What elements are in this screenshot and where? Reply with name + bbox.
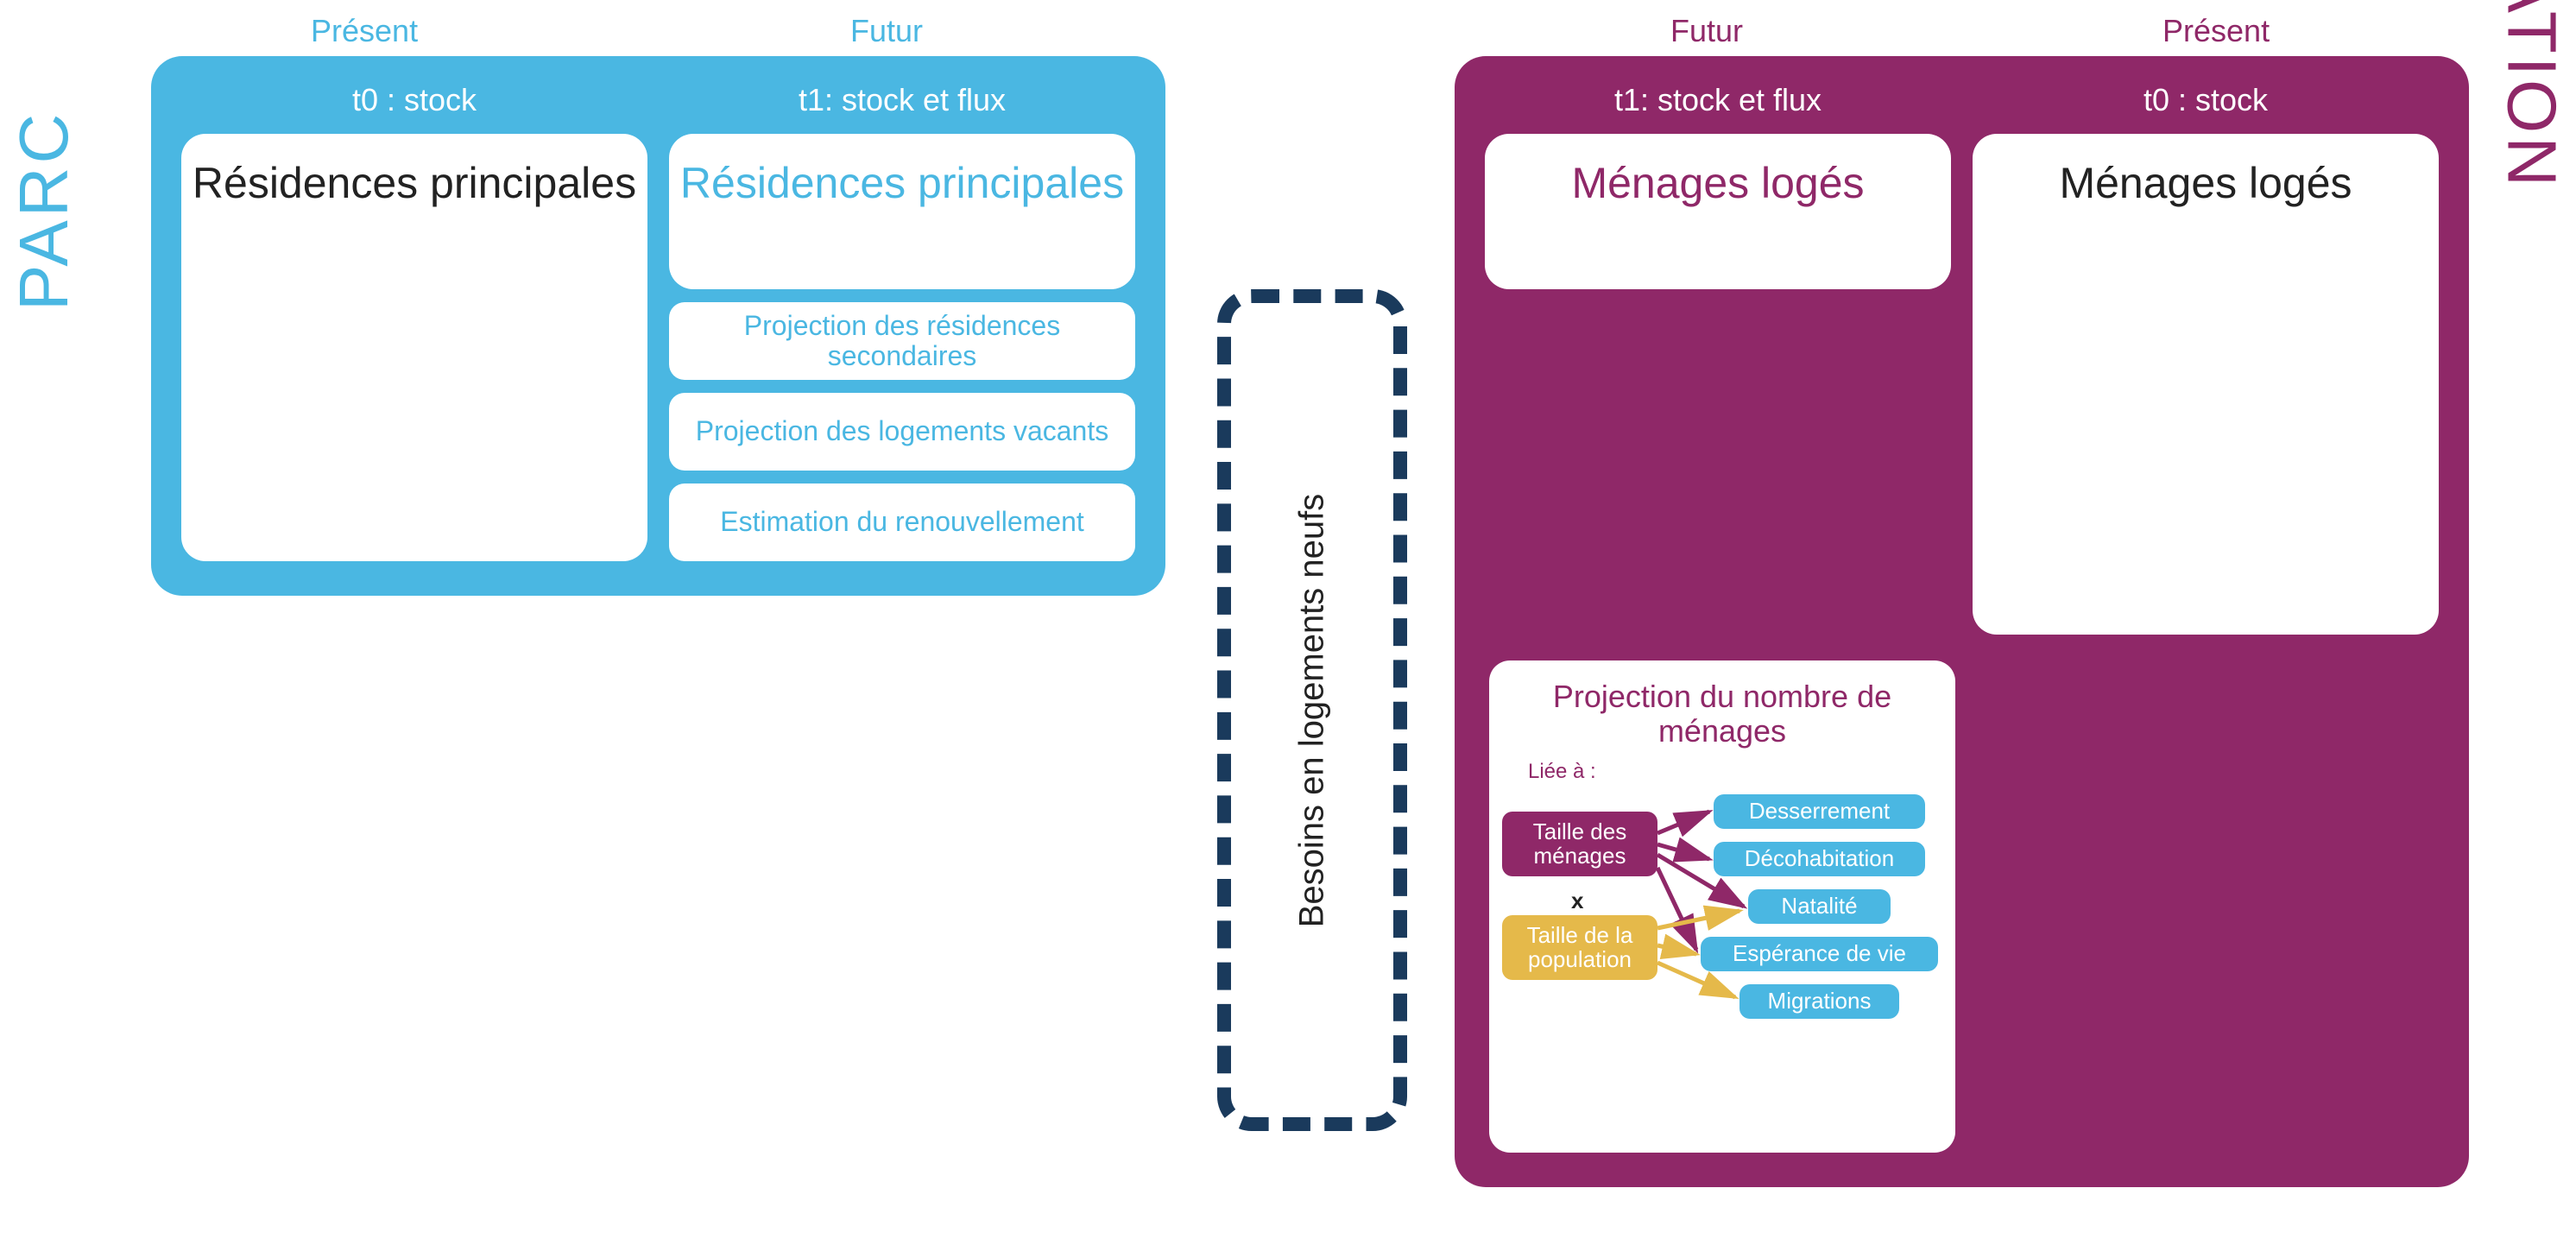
time-label-present-left: Présent [311, 13, 418, 49]
parc-card-residences-t0: Résidences principales [181, 134, 647, 561]
pop-card-t0-title: Ménages logés [1973, 134, 2439, 207]
pill-esperance: Espérance de vie [1701, 937, 1938, 971]
side-label-population: POPULATION [2492, 0, 2572, 190]
parc-col2-header: t1: stock et flux [669, 82, 1135, 118]
parc-card-residences-t1: Résidences principales [669, 134, 1135, 289]
pop-card-menages-t1: Ménages logés [1485, 134, 1951, 289]
time-label-futur-right: Futur [1670, 13, 1743, 49]
pill-migrations: Migrations [1739, 984, 1899, 1019]
projection-title: Projection du nombre de ménages [1489, 660, 1955, 755]
parc-box-vacants: Projection des logements vacants [669, 393, 1135, 471]
pill-natalite: Natalité [1748, 889, 1891, 924]
parc-col1-header: t0 : stock [181, 82, 647, 118]
time-label-futur-left: Futur [850, 13, 923, 49]
center-besoins-label: Besoins en logements neufs [1293, 493, 1332, 927]
parc-card-t1-title: Résidences principales [669, 134, 1135, 207]
pop-col2-header: t0 : stock [1973, 82, 2439, 118]
pop-card-menages-t0: Ménages logés [1973, 134, 2439, 635]
x-multiply: x [1571, 888, 1583, 914]
projection-box: Projection du nombre de ménages Liée à :… [1489, 660, 1955, 1153]
pill-taille-menages: Taille des ménages [1502, 812, 1657, 876]
pill-taille-population: Taille de la population [1502, 915, 1657, 980]
parc-box-secondaires: Projection des résidences secondaires [669, 302, 1135, 380]
parc-card-t0-title: Résidences principales [181, 134, 647, 207]
parc-box-renouvellement: Estimation du renouvellement [669, 483, 1135, 561]
side-label-parc: PARC [4, 111, 84, 311]
projection-liee-label: Liée à : [1489, 755, 1955, 784]
panel-parc: t0 : stock t1: stock et flux Résidences … [151, 56, 1165, 596]
pop-col1-header: t1: stock et flux [1485, 82, 1951, 118]
pop-card-t1-title: Ménages logés [1485, 134, 1951, 207]
center-besoins-box: Besoins en logements neufs [1217, 289, 1407, 1131]
pill-desserrement: Desserrement [1714, 794, 1925, 829]
time-label-present-right: Présent [2162, 13, 2270, 49]
pill-decohabitation: Décohabitation [1714, 842, 1925, 876]
panel-population: t1: stock et flux t0 : stock Ménages log… [1455, 56, 2469, 1187]
